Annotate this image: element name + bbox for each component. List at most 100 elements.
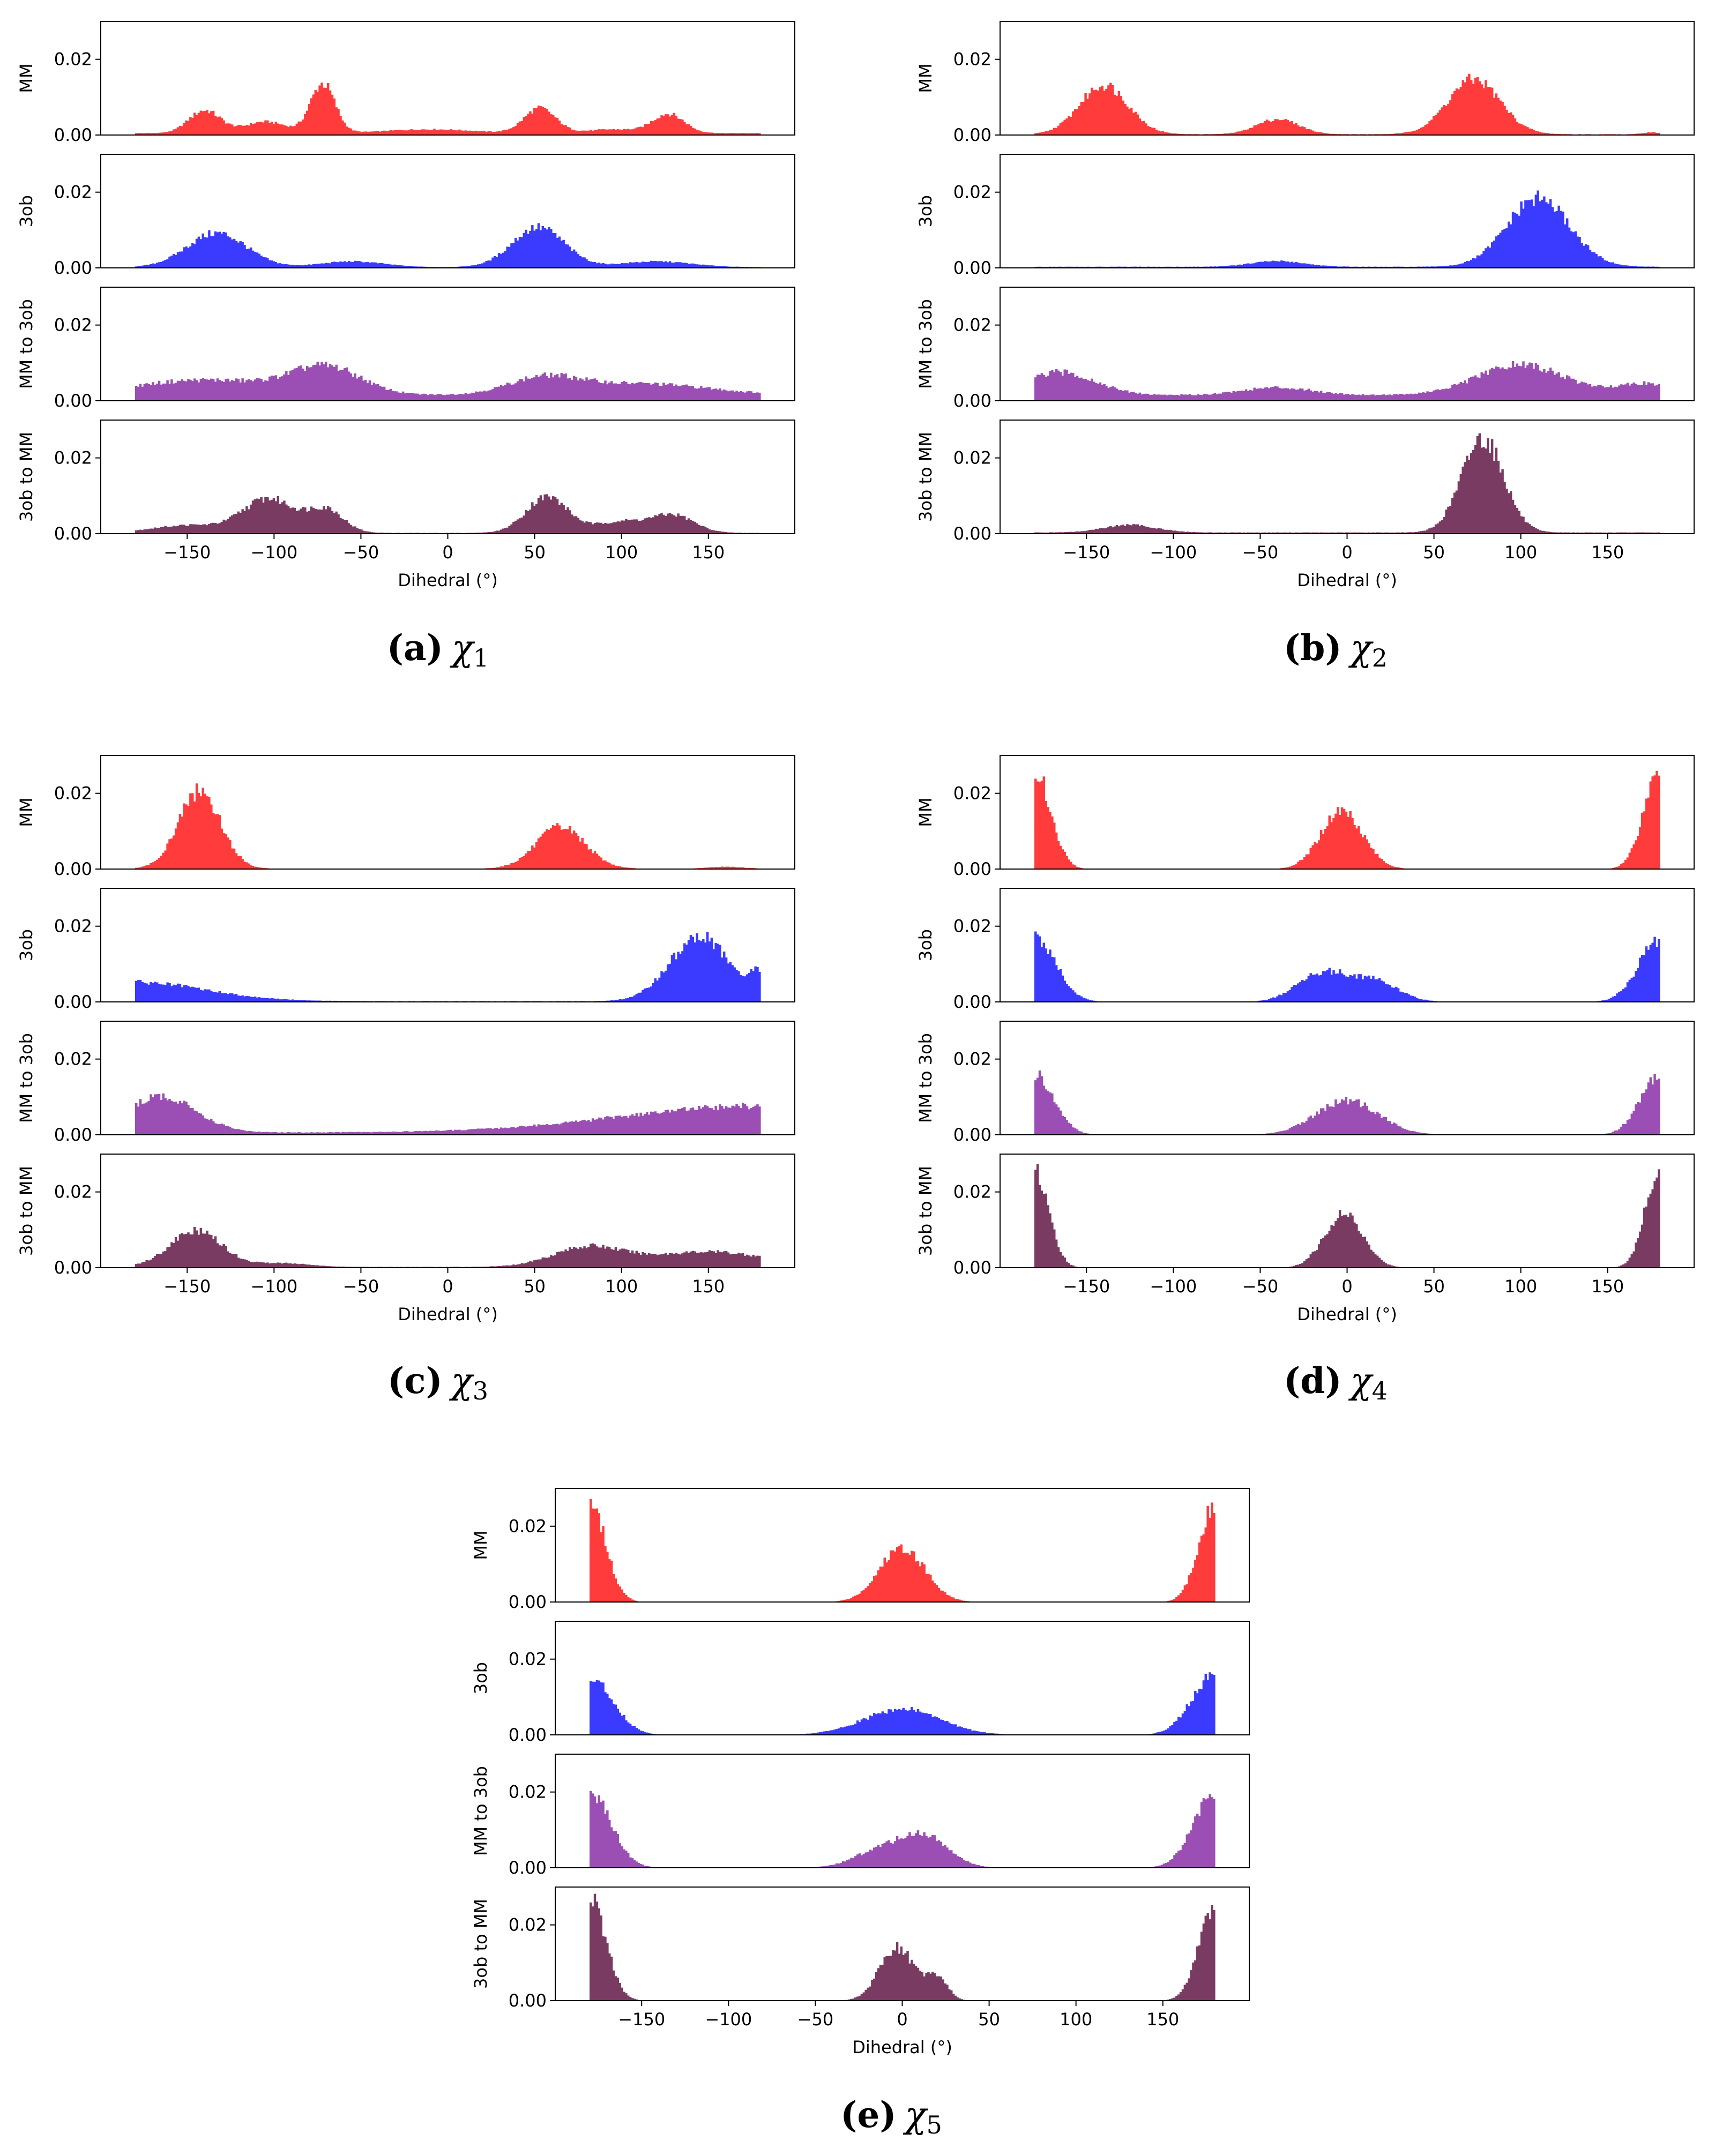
subplot-mm-to-3ob: 0.00 0.02 MM to 3ob bbox=[915, 1021, 1695, 1145]
subfigure-caption: (c) χ3 bbox=[387, 1360, 488, 1405]
x-tick-label: 50 bbox=[524, 542, 546, 563]
x-axis-label: Dihedral (°) bbox=[1297, 1304, 1397, 1324]
y-tick-label: 0.00 bbox=[953, 859, 991, 879]
y-tick-label: 0.02 bbox=[953, 783, 991, 804]
x-axis-label: Dihedral (°) bbox=[852, 2037, 952, 2057]
subfigure-caption: (d) χ4 bbox=[1284, 1360, 1388, 1405]
y-tick-label: 0.02 bbox=[509, 1782, 547, 1802]
histogram-mm-to-3ob bbox=[590, 1791, 1216, 1868]
caption-symbol: χ bbox=[1348, 627, 1374, 669]
y-tick-label: 0.00 bbox=[953, 258, 991, 278]
y-axis-label: MM to 3ob bbox=[915, 299, 936, 389]
subplot-3ob: 0.00 0.02 3ob bbox=[16, 154, 795, 278]
caption-subscript: 5 bbox=[927, 2110, 942, 2139]
y-tick-label: 0.02 bbox=[953, 1182, 991, 1202]
y-tick-label: 0.00 bbox=[54, 992, 92, 1012]
y-axis-label: MM to 3ob bbox=[16, 299, 36, 389]
histogram-3ob bbox=[1034, 931, 1660, 1002]
x-tick-label: 100 bbox=[605, 1276, 638, 1297]
caption-subscript: 4 bbox=[1372, 1376, 1388, 1405]
y-axis-label: 3ob to MM bbox=[16, 1166, 36, 1256]
x-tick-label: 0 bbox=[442, 542, 453, 563]
y-tick-label: 0.02 bbox=[953, 315, 991, 335]
histogram-3ob bbox=[135, 223, 761, 268]
y-tick-label: 0.00 bbox=[54, 391, 92, 411]
plot-frame bbox=[1000, 888, 1695, 1002]
histogram-mm bbox=[1034, 73, 1660, 135]
y-tick-label: 0.02 bbox=[54, 182, 92, 203]
x-tick-label: −100 bbox=[1150, 1276, 1197, 1297]
x-axis-label: Dihedral (°) bbox=[398, 570, 498, 590]
plot-frame bbox=[555, 1488, 1250, 1603]
x-axis-label: Dihedral (°) bbox=[1297, 570, 1397, 590]
subplot-3ob: 0.00 0.02 3ob bbox=[915, 888, 1695, 1012]
x-tick-label: −50 bbox=[343, 1276, 379, 1297]
histogram-mm-to-3ob bbox=[1034, 1070, 1660, 1135]
histogram-3ob-to-mm bbox=[590, 1893, 1216, 2001]
subplot-3ob: 0.00 0.02 3ob bbox=[16, 888, 795, 1012]
y-tick-label: 0.02 bbox=[54, 783, 92, 804]
x-tick-label: 50 bbox=[1423, 542, 1445, 563]
y-tick-label: 0.02 bbox=[953, 1049, 991, 1069]
histogram-mm-to-3ob bbox=[1034, 361, 1660, 401]
x-tick-label: 0 bbox=[1341, 1276, 1352, 1297]
x-tick-label: 150 bbox=[1591, 542, 1624, 563]
subplot-mm: 0.00 0.02 MM bbox=[16, 755, 795, 879]
y-axis-label: MM bbox=[915, 63, 936, 93]
plot-frame bbox=[100, 21, 795, 136]
y-tick-label: 0.00 bbox=[953, 1257, 991, 1278]
x-tick-label: 50 bbox=[978, 2009, 1000, 2030]
subplot-mm-to-3ob: 0.00 0.02 MM to 3ob bbox=[16, 1021, 795, 1145]
y-axis-label: MM bbox=[915, 797, 936, 827]
subplot-mm: 0.00 0.02 MM bbox=[471, 1488, 1250, 1612]
subfigure-caption: (a) χ1 bbox=[387, 627, 489, 672]
y-axis-label: 3ob to MM bbox=[915, 1166, 936, 1256]
histogram-3ob bbox=[590, 1672, 1216, 1735]
y-tick-label: 0.02 bbox=[54, 49, 92, 70]
subplot-3ob-to-mm: 0.00 0.02 3ob to MM −150 −100 −50 0 50 100 150 Dih… bbox=[16, 420, 795, 590]
plot-frame bbox=[555, 1754, 1250, 1868]
plot-frame bbox=[100, 1021, 795, 1135]
histogram-3ob-to-mm bbox=[135, 494, 759, 534]
y-tick-label: 0.00 bbox=[54, 1125, 92, 1145]
subplot-3ob-to-mm: 0.00 0.02 3ob to MM −150 −100 −50 0 50 100 150 Dih… bbox=[915, 1154, 1695, 1324]
caption-subscript: 3 bbox=[473, 1376, 488, 1405]
plot-frame bbox=[1000, 154, 1695, 268]
y-tick-label: 0.00 bbox=[953, 992, 991, 1012]
histogram-mm-to-3ob bbox=[135, 362, 761, 401]
x-tick-label: −100 bbox=[250, 1276, 297, 1297]
x-axis-label: Dihedral (°) bbox=[398, 1304, 498, 1324]
x-tick-label: −50 bbox=[1242, 1276, 1279, 1297]
y-tick-label: 0.00 bbox=[54, 125, 92, 145]
subplot-3ob-to-mm: 0.00 0.02 3ob to MM −150 −100 −50 0 50 100 150 Dih… bbox=[471, 1886, 1250, 2057]
subplot-3ob-to-mm: 0.00 0.02 3ob to MM −150 −100 −50 0 50 100 150 Dih… bbox=[16, 1154, 795, 1324]
x-tick-label: −100 bbox=[250, 542, 297, 563]
y-tick-label: 0.02 bbox=[953, 448, 991, 468]
histogram-mm bbox=[590, 1499, 1216, 1602]
y-tick-label: 0.02 bbox=[54, 315, 92, 335]
y-axis-label: 3ob bbox=[16, 195, 36, 227]
plot-frame bbox=[1000, 21, 1695, 136]
subplot-mm-to-3ob: 0.00 0.02 MM to 3ob bbox=[915, 287, 1695, 411]
x-tick-label: −150 bbox=[1063, 1276, 1110, 1297]
y-tick-label: 0.02 bbox=[54, 1182, 92, 1202]
plot-frame bbox=[1000, 420, 1695, 534]
x-tick-label: 0 bbox=[442, 1276, 453, 1297]
caption-symbol: χ bbox=[1348, 1360, 1374, 1402]
y-tick-label: 0.00 bbox=[509, 1858, 547, 1878]
y-tick-label: 0.02 bbox=[509, 1649, 547, 1670]
y-tick-label: 0.02 bbox=[509, 1915, 547, 1935]
plot-frame bbox=[100, 888, 795, 1002]
y-tick-label: 0.00 bbox=[54, 523, 92, 544]
x-tick-label: −150 bbox=[1063, 542, 1110, 563]
x-tick-label: −150 bbox=[163, 1276, 211, 1297]
histogram-3ob-to-mm bbox=[1034, 433, 1660, 534]
y-tick-label: 0.02 bbox=[509, 1516, 547, 1537]
histogram-mm bbox=[1034, 770, 1660, 869]
caption-letter: (a) bbox=[387, 627, 443, 669]
plot-frame bbox=[1000, 1021, 1695, 1135]
caption-subscript: 2 bbox=[1372, 643, 1388, 672]
